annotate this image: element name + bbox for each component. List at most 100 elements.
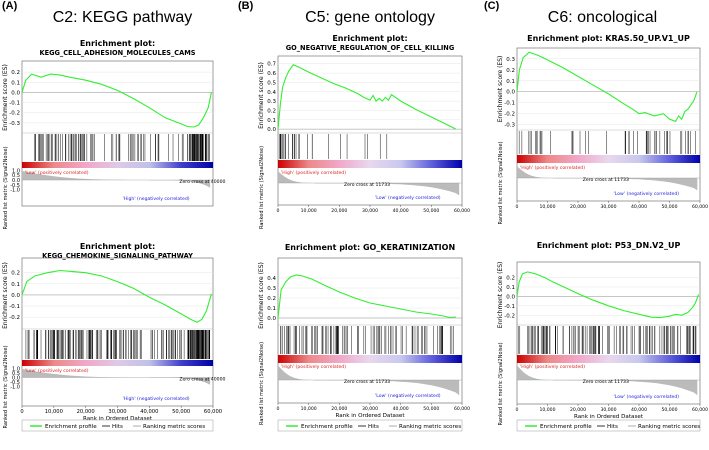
xlabel: Rank in Ordered Dataset	[83, 416, 153, 422]
legend-3: Enrichment profile Hits Ranking metric sco…	[516, 419, 701, 432]
panel-title-a: C2: KEGG pathway	[52, 9, 193, 26]
chart-title: Enrichment plot:	[80, 242, 155, 251]
hits-group	[280, 326, 454, 354]
rank-color-bar	[278, 355, 462, 363]
es-ytick-label: 0.3	[506, 57, 515, 63]
legend-enrichment-label: Enrichment profile	[45, 424, 97, 430]
ranking-metric-positive	[22, 368, 150, 378]
chart-subtitle: GO_NEGATIVE_REGULATION_OF_CELL_KILLING	[286, 44, 455, 52]
es-ytick-label: 0.0	[11, 90, 20, 96]
es-ytick-label: -0.2	[504, 313, 515, 319]
legend-hits-label: Hits	[368, 424, 379, 430]
panel-letter-a: (A)	[2, 0, 18, 12]
metric-ylabel: Ranked list metric (Signal2Noise)	[259, 146, 265, 229]
xtick-label: 40,000	[393, 406, 409, 412]
xtick-label: 0	[516, 407, 519, 413]
gsea-chart-1: Enrichment plot:KEGG_CELL_ADHESION_MOLEC…	[2, 39, 226, 230]
xtick-label: 10,000	[45, 409, 63, 415]
gsea-chart-2: Enrichment plot:KEGG_CHEMOKINE_SIGNALING…	[2, 242, 226, 429]
es-ytick-label: 0.2	[506, 68, 515, 74]
xtick-label: 50,000	[661, 204, 677, 210]
es-ytick-label: 0.2	[11, 70, 20, 76]
es-ylabel: Enrichment score (ES)	[258, 62, 265, 129]
plot-frame	[21, 60, 214, 207]
xtick-label: 60,000	[692, 407, 708, 413]
metric-ylabel: Ranked list metric (Signal2Noise)	[259, 342, 265, 425]
hits-group	[518, 131, 696, 154]
legend-ranking-label: Ranking metric scores	[143, 424, 205, 430]
metric-ytick-label: 0.5	[12, 173, 20, 179]
es-ytick-label: 0.3	[267, 99, 276, 105]
es-ytick-label: 0.0	[506, 294, 515, 300]
xtick-label: 10,000	[539, 407, 555, 413]
es-ytick-label: 0.1	[11, 80, 20, 86]
es-ytick-label: -0.2	[9, 315, 20, 321]
es-ytick-label: 0.7	[267, 62, 276, 68]
metric-ytick-label: 1.0	[12, 366, 20, 372]
negative-correlation-label: 'High' (negatively correlated)	[123, 196, 190, 202]
positive-correlation-label: 'Low' (positively correlated)	[25, 170, 89, 176]
rank-color-bar	[517, 155, 700, 163]
ranking-metric-negative	[313, 380, 460, 396]
es-ytick-label: 0.1	[267, 118, 276, 124]
xtick-label: 10,000	[301, 208, 317, 214]
metric-ytick-label: 1.0	[12, 168, 20, 174]
legend-ranking-label: Ranking metric scores	[399, 424, 461, 430]
xlabel: Rank in Ordered Dataset	[335, 413, 405, 419]
metric-ytick-label: -1.0	[10, 385, 20, 391]
es-ytick-label: -0.2	[504, 112, 515, 118]
xtick-label: 20,000	[77, 409, 95, 415]
chart-subtitle: KEGG_CHEMOKINE_SIGNALING_PATHWAY	[42, 252, 193, 260]
zero-cross-label: Zero cross at 11733	[344, 379, 390, 385]
legend-ranking-label: Ranking metric scores	[638, 424, 700, 430]
positive-correlation-label: 'High' (positively correlated)	[281, 364, 346, 370]
metric-ylabel: Ranked list metric (Signal2Noise)	[3, 345, 9, 428]
xtick-label: 20,000	[331, 208, 347, 214]
xtick-label: 40,000	[631, 407, 647, 413]
ranking-metric-positive	[22, 170, 150, 180]
metric-ytick-label: -0.5	[10, 183, 20, 189]
es-ylabel: Enrichment score (ES)	[2, 262, 9, 329]
negative-correlation-label: 'Low' (negatively correlated)	[375, 195, 441, 201]
legend-box	[21, 419, 214, 432]
gsea-chart-6: Enrichment plot: P53_DN.V2_UP 0.2 0.1 0.0 -0…	[497, 241, 708, 426]
negative-correlation-label: 'High' (negatively correlated)	[123, 396, 190, 402]
ranking-metric-positive	[278, 171, 314, 183]
xtick-label: 20,000	[570, 407, 586, 413]
negative-correlation-label: 'Low' (negatively correlated)	[614, 191, 680, 197]
es-ytick-label: 0.5	[267, 80, 276, 86]
metric-ytick-label: 0.5	[12, 371, 20, 377]
xtick-label: 30,000	[108, 409, 126, 415]
xtick-label: 0	[516, 204, 519, 210]
es-ytick-label: 0.2	[11, 271, 20, 277]
rank-color-bar	[22, 360, 213, 366]
xtick-label: 0	[20, 409, 23, 415]
ranking-metric-positive	[278, 365, 314, 380]
panel-title-c: C6: oncological	[547, 9, 658, 26]
hits-group	[279, 134, 388, 159]
es-ylabel: Enrichment score (ES)	[258, 262, 265, 329]
es-ytick-label: -0.2	[9, 111, 20, 117]
es-ytick-label: 0.1	[267, 306, 276, 312]
xtick-label: 0	[277, 406, 280, 412]
es-ytick-label: 0.3	[267, 286, 276, 292]
xtick-label: 60,000	[454, 406, 470, 412]
es-ylabel: Enrichment score (ES)	[497, 56, 504, 123]
es-ytick-label: 0.4	[267, 276, 276, 282]
negative-correlation-label: 'Low' (negatively correlated)	[614, 394, 680, 400]
xtick-label: 10,000	[301, 406, 317, 412]
legend-hits-label: Hits	[112, 424, 123, 430]
gsea-chart-5: Enrichment plot: KRAS.50_UP.V1_UP 0.3 0.2 0…	[497, 34, 708, 225]
xtick-label: 30,000	[600, 204, 616, 210]
xtick-label: 30,000	[362, 406, 378, 412]
xtick-label: 50,000	[661, 407, 677, 413]
panel-title-b: C5: gene ontology	[305, 9, 435, 26]
plot-frame	[21, 257, 214, 407]
legend-1: Enrichment profile Hits Ranking metric sco…	[21, 419, 214, 432]
panel-letter-c: (C)	[484, 0, 500, 12]
metric-ytick-label: 0.0	[12, 376, 20, 382]
metric-ytick-label: -1.0	[10, 188, 20, 194]
es-ytick-label: 0.2	[267, 108, 276, 114]
ranking-metric-negative	[149, 180, 211, 190]
es-ytick-label: 0.0	[506, 90, 515, 96]
